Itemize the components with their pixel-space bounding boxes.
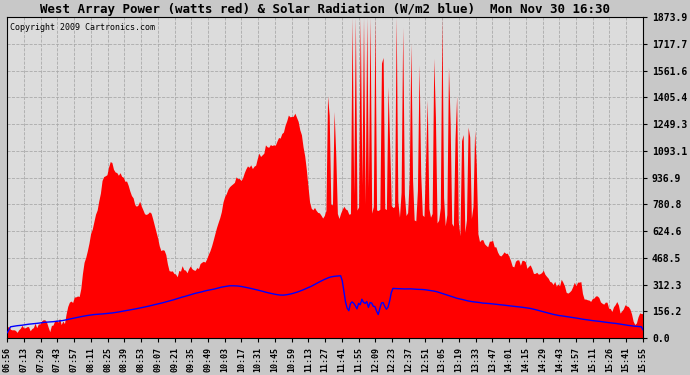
- Title: West Array Power (watts red) & Solar Radiation (W/m2 blue)  Mon Nov 30 16:30: West Array Power (watts red) & Solar Rad…: [40, 3, 610, 16]
- Text: Copyright 2009 Cartronics.com: Copyright 2009 Cartronics.com: [10, 24, 155, 33]
